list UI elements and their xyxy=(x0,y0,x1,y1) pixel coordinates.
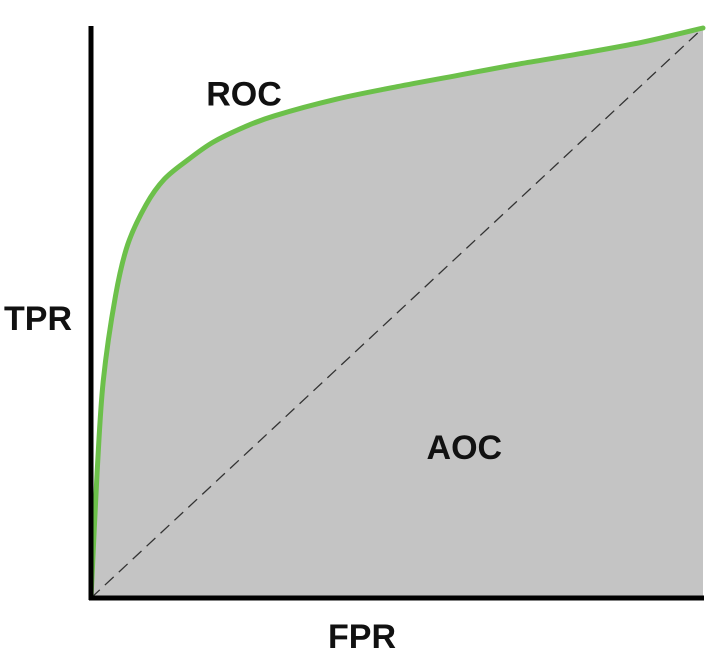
x-axis-label: FPR xyxy=(328,618,396,656)
y-axis-label: TPR xyxy=(4,300,72,338)
roc-curve-line xyxy=(88,25,706,601)
aoc-annotation: AOC xyxy=(427,429,503,467)
diagonal-reference-line xyxy=(90,27,704,599)
roc-annotation: ROC xyxy=(206,75,282,113)
